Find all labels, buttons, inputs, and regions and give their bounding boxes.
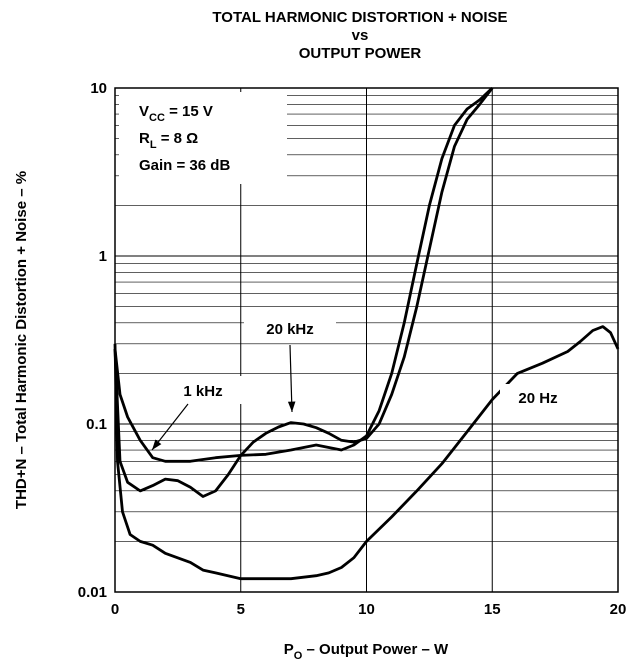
y-axis-label: THD+N – Total Harmonic Distortion + Nois… <box>13 171 30 509</box>
series-line <box>113 87 494 498</box>
x-tick-label: 0 <box>111 601 119 618</box>
x-label-main: P <box>284 641 294 658</box>
series-label: 1 kHz <box>183 383 222 400</box>
annotation-sub: CC <box>149 112 165 124</box>
series-line <box>113 86 494 463</box>
label-bg <box>500 384 576 412</box>
annotation: RL = 8 Ω <box>139 130 198 151</box>
x-tick-label: 5 <box>237 601 245 618</box>
chart-title: vs <box>352 27 369 44</box>
x-axis-label: PO – Output Power – W <box>284 641 449 662</box>
arrow-head <box>152 439 162 450</box>
annotation-main: V <box>139 103 149 120</box>
annotation-rest: = 15 V <box>165 103 213 120</box>
x-tick-label: 10 <box>358 601 375 618</box>
chart-title: TOTAL HARMONIC DISTORTION + NOISE <box>212 9 507 26</box>
arrow-head <box>287 401 296 412</box>
x-tick-label: 15 <box>484 601 501 618</box>
x-tick-label: 20 <box>610 601 627 618</box>
y-tick-label: 10 <box>90 80 107 97</box>
label-bg <box>162 376 242 404</box>
series-label: 20 Hz <box>518 390 557 407</box>
y-tick-label: 1 <box>99 248 107 265</box>
x-label-sub: O <box>294 650 303 662</box>
plot-frame <box>114 87 619 593</box>
chart-title: OUTPUT POWER <box>299 45 422 62</box>
annotation-box <box>119 92 287 184</box>
y-tick-label: 0.01 <box>78 584 107 601</box>
x-label-rest: – Output Power – W <box>302 641 449 658</box>
annotation: Gain = 36 dB <box>139 157 230 174</box>
annotation-main: R <box>139 130 150 147</box>
y-tick-label: 0.1 <box>86 416 107 433</box>
series-line <box>113 325 620 581</box>
annotation-main: Gain = 36 dB <box>139 157 230 174</box>
series-label: 20 kHz <box>266 321 314 338</box>
annotation-rest: = 8 Ω <box>157 130 199 147</box>
annotation-sub: L <box>150 139 157 151</box>
label-bg <box>244 314 336 342</box>
annotation: VCC = 15 V <box>139 103 213 124</box>
label-arrow <box>289 344 293 413</box>
